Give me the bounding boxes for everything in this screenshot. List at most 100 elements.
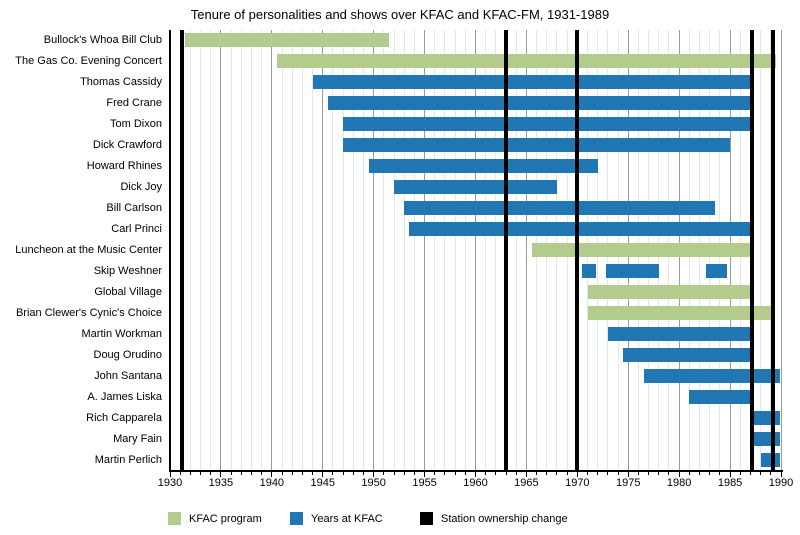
gridline-1959	[464, 30, 466, 470]
gridline-1962	[495, 30, 497, 470]
gridline-1942	[291, 30, 293, 470]
row-label: Bill Carlson	[106, 202, 162, 215]
tenure-bar	[607, 326, 751, 341]
tenure-bar	[587, 305, 771, 320]
axis-tick	[587, 471, 589, 475]
tenure-bar	[394, 180, 557, 195]
x-tick-label: 1950	[361, 477, 386, 489]
row-label: Rich Capparela	[86, 411, 162, 424]
x-tick-label: 1970	[565, 477, 590, 489]
tenure-bar	[750, 410, 780, 425]
gridline-1945	[322, 30, 324, 470]
axis-tick	[189, 471, 191, 475]
row-label: Mary Fain	[113, 432, 162, 445]
axis-tick	[515, 471, 517, 475]
x-tick-label: 1955	[412, 477, 437, 489]
legend-label-ownership-change: Station ownership change	[441, 512, 568, 525]
gridline-1939	[261, 30, 263, 470]
gridline-1958	[454, 30, 456, 470]
gridline-1933	[200, 30, 202, 470]
axis-tick	[668, 471, 670, 475]
ownership-change-line	[575, 30, 580, 470]
axis-tick	[383, 471, 385, 475]
axis-tick	[301, 471, 303, 475]
gridline-1965	[525, 30, 527, 470]
row-label: Bullock's Whoa Bill Club	[43, 34, 162, 47]
gridline-1955	[424, 30, 426, 470]
ownership-change-line	[770, 30, 775, 470]
row-label: Fred Crane	[106, 97, 162, 110]
axis-tick	[454, 471, 456, 475]
axis-tick	[179, 471, 181, 475]
axis-tick	[576, 471, 578, 477]
axis-tick	[200, 471, 202, 475]
tenure-bar	[760, 452, 780, 467]
axis-tick	[475, 471, 476, 477]
x-tick-label: 1930	[157, 477, 183, 489]
gridline-1956	[434, 30, 436, 470]
axis-tick	[709, 471, 711, 475]
gridline-1936	[230, 30, 232, 470]
row-label: Dick Joy	[120, 181, 162, 194]
axis-tick	[495, 471, 497, 475]
axis-tick	[210, 471, 212, 475]
x-axis-spine	[168, 470, 783, 472]
x-tick-label: 1940	[259, 477, 285, 489]
gridline-1950	[373, 30, 375, 470]
tenure-bar	[312, 75, 751, 90]
row-label: Tom Dixon	[110, 118, 162, 131]
gridline-1987	[749, 30, 751, 470]
axis-tick	[424, 471, 426, 477]
gridline-1961	[485, 30, 487, 470]
gridline-1934	[210, 30, 212, 470]
gridline-1941	[281, 30, 283, 470]
axis-tick	[729, 471, 731, 477]
axis-tick	[485, 471, 487, 475]
axis-tick	[607, 471, 609, 475]
legend-label-kfac-program: KFAC program	[189, 512, 262, 525]
axis-tick	[373, 471, 375, 477]
axis-tick	[322, 471, 324, 477]
tenure-bar	[368, 159, 598, 174]
axis-tick	[556, 471, 558, 475]
axis-tick	[261, 471, 263, 475]
gridline-1989	[770, 30, 772, 470]
gridline-1990	[780, 30, 782, 470]
axis-tick	[719, 471, 721, 475]
axis-tick	[658, 471, 660, 475]
axis-tick	[393, 471, 395, 475]
gridline-1931	[179, 30, 181, 470]
legend-item-years-at-kfac: Years at KFAC	[290, 512, 383, 525]
tenure-bar	[404, 201, 715, 216]
row-label: John Santana	[94, 369, 162, 382]
axis-tick	[444, 471, 446, 475]
tenure-bar	[531, 243, 751, 257]
x-tick-label: 1975	[616, 477, 641, 489]
row-label: Howard Rhines	[86, 160, 162, 173]
ownership-change-line	[180, 30, 185, 470]
gridline-1964	[515, 30, 517, 470]
axis-tick	[332, 471, 334, 475]
axis-tick	[505, 471, 507, 475]
row-label: A. James Liska	[87, 390, 162, 403]
axis-tick	[617, 471, 619, 475]
ownership-change-line	[504, 30, 509, 470]
gridline-1947	[342, 30, 344, 470]
axis-tick	[688, 471, 690, 475]
axis-tick	[760, 471, 762, 475]
gridline-1935	[220, 30, 222, 470]
axis-tick	[403, 471, 405, 475]
axis-tick	[281, 471, 283, 475]
axis-tick	[780, 471, 782, 477]
row-label: Brian Clewer's Cynic's Choice	[15, 306, 162, 319]
axis-tick	[536, 471, 538, 475]
chart-title: Tenure of personalities and shows over K…	[190, 7, 610, 22]
tenure-bar	[605, 263, 659, 278]
axis-tick	[699, 471, 701, 475]
tenure-bar	[327, 96, 751, 111]
row-label: The Gas Co. Evening Concert	[15, 55, 162, 68]
gridline-1932	[189, 30, 191, 470]
years-at-kfac-swatch	[290, 512, 303, 525]
row-label: Thomas Cassidy	[80, 76, 162, 89]
